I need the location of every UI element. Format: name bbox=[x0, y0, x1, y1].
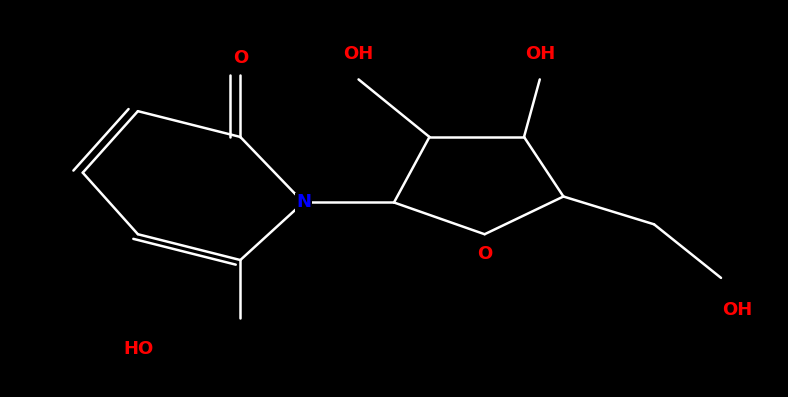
Text: O: O bbox=[232, 48, 248, 67]
Text: N: N bbox=[296, 193, 311, 212]
Text: OH: OH bbox=[525, 44, 555, 63]
Text: OH: OH bbox=[722, 301, 752, 319]
Text: O: O bbox=[477, 245, 492, 263]
Text: OH: OH bbox=[344, 44, 374, 63]
Text: HO: HO bbox=[124, 340, 154, 358]
